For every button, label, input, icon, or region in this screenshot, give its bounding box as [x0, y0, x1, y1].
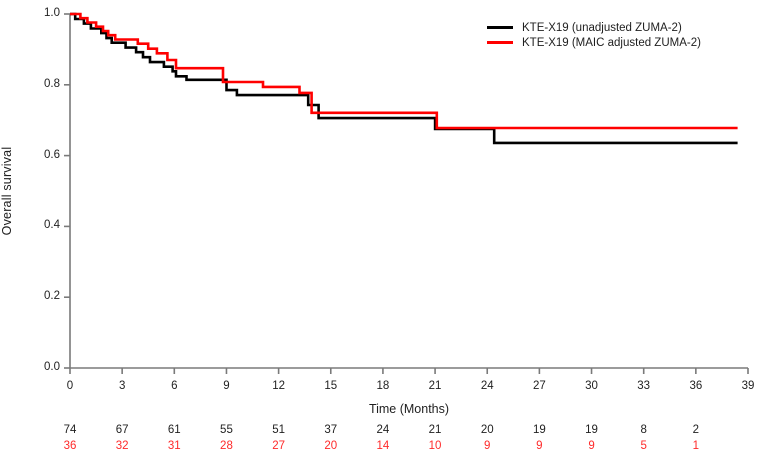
x-tick-label: 0 — [66, 380, 74, 392]
x-tick-label: 24 — [480, 380, 494, 392]
risk-count-maic-adjusted: 14 — [376, 440, 390, 452]
risk-count-unadjusted: 61 — [167, 424, 181, 436]
y-tick-label: 0.2 — [44, 290, 60, 303]
risk-count-maic-adjusted: 9 — [484, 440, 491, 452]
risk-count-unadjusted: 37 — [324, 424, 338, 436]
legend-item-maic-adjusted: KTE-X19 (MAIC adjusted ZUMA-2) — [487, 35, 701, 50]
legend-label: KTE-X19 (unadjusted ZUMA-2) — [522, 21, 682, 34]
risk-count-unadjusted: 19 — [532, 424, 546, 436]
risk-count-maic-adjusted: 36 — [63, 440, 77, 452]
x-tick-label: 9 — [223, 380, 230, 392]
risk-count-unadjusted: 20 — [480, 424, 494, 436]
x-tick-label: 12 — [272, 380, 285, 392]
y-tick-label: 0.4 — [44, 219, 60, 232]
legend: KTE-X19 (unadjusted ZUMA-2) KTE-X19 (MAI… — [487, 20, 701, 50]
x-tick-label: 39 — [741, 380, 755, 392]
km-curve-unadjusted — [70, 12, 738, 145]
y-axis-title: Overall survival — [0, 146, 14, 236]
risk-count-unadjusted: 2 — [692, 424, 700, 436]
legend-label: KTE-X19 (MAIC adjusted ZUMA-2) — [522, 36, 701, 49]
y-tick-label: 0.0 — [44, 361, 60, 373]
y-tick-label: 0.6 — [44, 148, 60, 161]
risk-count-unadjusted: 24 — [376, 424, 390, 436]
x-tick-label: 6 — [171, 380, 178, 392]
legend-line-swatch-red — [487, 41, 513, 44]
x-tick-label: 30 — [585, 380, 598, 392]
x-tick-label: 33 — [637, 380, 651, 392]
risk-count-unadjusted: 55 — [220, 424, 233, 436]
risk-count-unadjusted: 8 — [640, 424, 647, 436]
risk-count-unadjusted: 21 — [428, 424, 442, 436]
km-curve-maic-adjusted — [70, 12, 738, 130]
risk-count-unadjusted: 67 — [115, 424, 129, 436]
risk-count-maic-adjusted: 1 — [692, 440, 700, 452]
x-axis-title: Time (Months) — [368, 402, 450, 416]
risk-count-maic-adjusted: 28 — [220, 440, 233, 452]
legend-line-swatch-black — [487, 26, 513, 29]
risk-count-maic-adjusted: 9 — [588, 440, 595, 452]
y-tick-label: 0.8 — [44, 77, 60, 90]
x-tick-label: 27 — [532, 380, 546, 392]
risk-count-maic-adjusted: 32 — [115, 440, 129, 452]
risk-count-maic-adjusted: 20 — [324, 440, 338, 452]
x-tick-label: 21 — [428, 380, 442, 392]
x-tick-label: 36 — [689, 380, 703, 392]
risk-count-unadjusted: 19 — [585, 424, 598, 436]
x-tick-label: 3 — [118, 380, 126, 392]
risk-count-maic-adjusted: 5 — [640, 440, 647, 452]
x-tick-label: 15 — [324, 380, 338, 392]
risk-count-maic-adjusted: 27 — [272, 440, 285, 452]
risk-count-maic-adjusted: 10 — [428, 440, 442, 452]
x-tick-label: 18 — [376, 380, 390, 392]
risk-count-unadjusted: 74 — [63, 424, 77, 436]
legend-item-unadjusted: KTE-X19 (unadjusted ZUMA-2) — [487, 20, 701, 35]
risk-count-maic-adjusted: 9 — [536, 440, 543, 452]
risk-count-maic-adjusted: 31 — [167, 440, 181, 452]
y-tick-label: 1.0 — [44, 7, 60, 19]
risk-count-unadjusted: 51 — [272, 424, 285, 436]
